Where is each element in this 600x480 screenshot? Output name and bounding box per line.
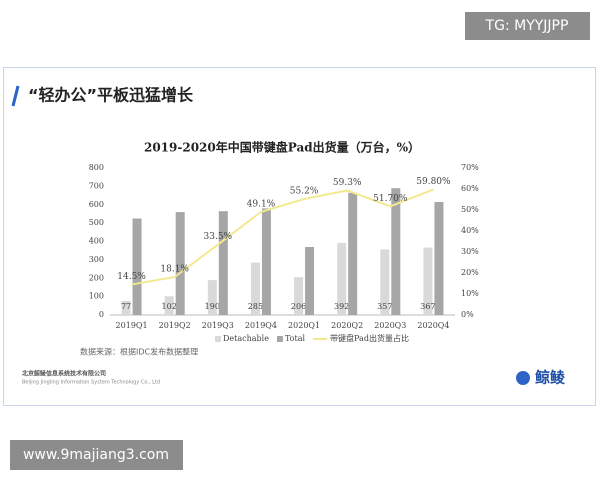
line-value-label: 14.5% bbox=[117, 272, 146, 282]
legend-label: Total bbox=[285, 334, 306, 343]
line-value-label: 49.1% bbox=[247, 199, 276, 209]
y-tick-label: 500 bbox=[89, 218, 104, 227]
bar-value-label: 206 bbox=[291, 302, 306, 311]
bar bbox=[380, 249, 390, 315]
y-tick-label: 300 bbox=[89, 255, 104, 264]
x-tick-label: 2019Q1 bbox=[116, 321, 148, 330]
y-tick-label: 100 bbox=[89, 292, 104, 301]
chart-title: 2019-2020年中国带键盘Pad出货量（万台，%） bbox=[144, 140, 420, 155]
bar-value-label: 392 bbox=[334, 302, 349, 311]
logo-text: 鲸鲮 bbox=[535, 369, 565, 387]
line-value-label: 33.5% bbox=[204, 232, 233, 242]
x-tick-label: 2019Q4 bbox=[245, 321, 277, 330]
line-value-label: 55.2% bbox=[290, 187, 319, 197]
y2-tick-label: 40% bbox=[461, 226, 479, 235]
bar-value-label: 77 bbox=[121, 302, 131, 311]
y2-tick-label: 50% bbox=[461, 205, 479, 214]
legend-swatch bbox=[276, 336, 283, 342]
y2-tick-label: 10% bbox=[461, 289, 479, 298]
slide-title: “轻办公”平板迅猛增长 bbox=[28, 86, 194, 105]
footer-watermark-box bbox=[10, 440, 183, 470]
bar-value-label: 102 bbox=[162, 302, 177, 311]
x-tick-label: 2019Q3 bbox=[202, 321, 234, 330]
y2-tick-label: 70% bbox=[461, 163, 479, 172]
bar bbox=[294, 277, 304, 315]
company-name-en: Beijing Jingling Information System Tech… bbox=[22, 380, 160, 386]
bar bbox=[207, 280, 217, 315]
bar bbox=[305, 247, 315, 315]
y2-tick-label: 20% bbox=[461, 268, 479, 277]
watermark-box bbox=[465, 12, 590, 40]
bar bbox=[391, 188, 401, 315]
line-value-label: 59.3% bbox=[333, 178, 362, 188]
source-note: 数据来源：根据IDC发布数据整理 bbox=[80, 347, 198, 357]
bar bbox=[121, 300, 131, 315]
bar bbox=[337, 242, 347, 315]
bar bbox=[218, 211, 228, 315]
slide-frame bbox=[3, 67, 596, 406]
ratio-line bbox=[131, 188, 434, 286]
y2-tick-label: 60% bbox=[461, 184, 479, 193]
bar bbox=[434, 201, 444, 315]
title-accent bbox=[11, 85, 20, 107]
legend-label: 带键盘Pad出货量占比 bbox=[330, 333, 409, 343]
logo-icon bbox=[516, 371, 530, 385]
x-tick-label: 2020Q4 bbox=[417, 321, 449, 330]
x-tick-label: 2020Q3 bbox=[374, 321, 406, 330]
x-tick-label: 2020Q1 bbox=[288, 321, 320, 330]
y-tick-label: 800 bbox=[89, 163, 104, 172]
company-name: 北京鲸鲮信息系统技术有限公司 bbox=[22, 370, 106, 378]
watermark: TG: MYYJJPP bbox=[485, 18, 569, 34]
x-tick-label: 2019Q2 bbox=[159, 321, 191, 330]
bar bbox=[261, 208, 271, 315]
bar bbox=[250, 262, 260, 315]
line-value-label: 51.70% bbox=[373, 194, 408, 204]
y-tick-label: 0 bbox=[99, 310, 104, 319]
line-value-label: 18.1% bbox=[160, 264, 189, 274]
bar-value-label: 367 bbox=[420, 302, 435, 311]
legend-swatch bbox=[215, 336, 221, 342]
y-tick-label: 600 bbox=[89, 200, 104, 209]
line-value-label: 59.80% bbox=[416, 177, 451, 187]
footer-watermark: www.9majiang3.com bbox=[23, 447, 169, 463]
x-tick-label: 2020Q2 bbox=[331, 321, 363, 330]
bar-value-label: 285 bbox=[248, 302, 263, 311]
y2-tick-label: 0% bbox=[461, 310, 474, 319]
legend-label: Detachable bbox=[223, 334, 269, 343]
bar bbox=[348, 192, 358, 315]
bar bbox=[132, 218, 142, 315]
bar-value-label: 190 bbox=[205, 302, 220, 311]
bar-value-label: 357 bbox=[377, 302, 392, 311]
bar bbox=[423, 247, 433, 315]
bar bbox=[164, 296, 174, 315]
y-tick-label: 200 bbox=[89, 273, 104, 282]
y-tick-label: 400 bbox=[89, 237, 104, 246]
y-tick-label: 700 bbox=[89, 181, 104, 190]
bar bbox=[175, 212, 185, 315]
y2-tick-label: 30% bbox=[461, 247, 479, 256]
